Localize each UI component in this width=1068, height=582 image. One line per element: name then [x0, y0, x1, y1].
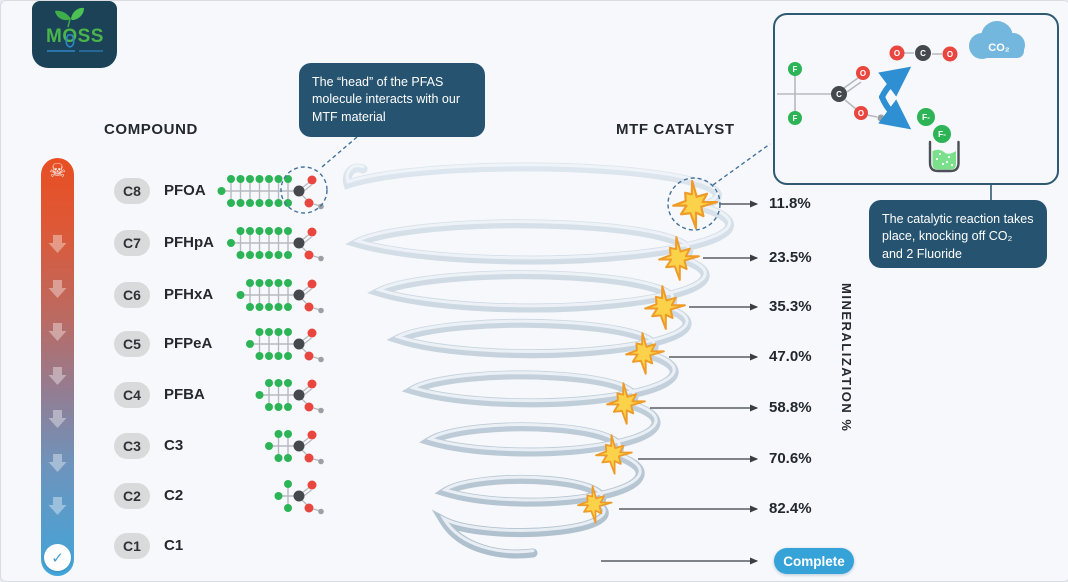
reaction-box-connector	[712, 143, 771, 186]
spiral-graphic	[342, 162, 735, 559]
compound-label: PFBA	[164, 386, 205, 403]
starburst-icon	[644, 285, 686, 330]
compound-badge: C6	[114, 282, 150, 308]
dashed-highlight-circle-catalyst	[667, 177, 721, 231]
compound-column-header: COMPOUND	[104, 121, 198, 138]
starburst-icon	[658, 236, 700, 281]
severity-gradient-bar	[41, 158, 74, 576]
reaction-box	[773, 13, 1059, 185]
starburst-icon	[595, 434, 633, 475]
starburst-icon	[577, 485, 613, 524]
compound-badge: C4	[114, 382, 150, 408]
compound-label: C1	[164, 537, 184, 554]
molecule-diagram-c4	[255, 379, 324, 414]
water-drop-icon	[64, 33, 75, 48]
compound-label: C3	[164, 437, 184, 454]
dashed-highlight-circle-molecule-head	[280, 166, 328, 214]
starburst-icon	[606, 382, 646, 425]
compound-badge: C5	[114, 331, 150, 357]
compound-label: C2	[164, 487, 184, 504]
percent-label: 47.0%	[769, 348, 812, 365]
mineralization-axis-label: MINERALIZATION %	[839, 283, 854, 433]
leaf-icon	[54, 10, 71, 20]
molecule-diagram-c2	[274, 480, 324, 515]
compound-badge: C7	[114, 230, 150, 256]
compound-badge: C1	[114, 533, 150, 559]
logo-text: MOSS	[46, 26, 104, 47]
compound-badge: C3	[114, 433, 150, 459]
molecule-diagram-c6	[236, 279, 324, 314]
mtf-catalyst-header: MTF CATALYST	[616, 121, 735, 138]
compound-label: PFHxA	[164, 286, 214, 303]
callout-left-connector	[321, 136, 358, 168]
molecule-diagram-c7	[227, 227, 324, 262]
percent-label: 58.8%	[769, 399, 812, 416]
molecule-diagram-c5	[246, 328, 324, 363]
compound-label: PFHpA	[164, 234, 214, 251]
percent-label: 23.5%	[769, 249, 812, 266]
molecule-diagram-c3	[265, 430, 324, 465]
compound-label: PFOA	[164, 182, 206, 199]
percent-label: 35.3%	[769, 298, 812, 315]
percent-label: 11.8%	[769, 195, 811, 212]
complete-badge: Complete	[774, 548, 854, 574]
moss-logo: MOSS	[32, 1, 117, 68]
callout-catalytic-reaction: The catalytic reaction takes place, knoc…	[869, 200, 1047, 268]
skull-icon: ☠	[48, 161, 67, 182]
percent-label: 82.4%	[769, 500, 812, 517]
percent-label: 70.6%	[769, 450, 812, 467]
compound-label: PFPeA	[164, 335, 213, 352]
leaf-icon	[70, 7, 84, 20]
starburst-icon	[625, 332, 665, 375]
starburst-icon	[672, 179, 719, 230]
check-icon: ✓	[44, 544, 71, 571]
callout-pfas-head: The “head” of the PFAS molecule interact…	[299, 63, 485, 137]
compound-badge: C2	[114, 483, 150, 509]
compound-badge: C8	[114, 178, 150, 204]
moss-logo-graphic: MOSS	[46, 7, 104, 52]
molecule-diagram-c8	[217, 175, 324, 210]
